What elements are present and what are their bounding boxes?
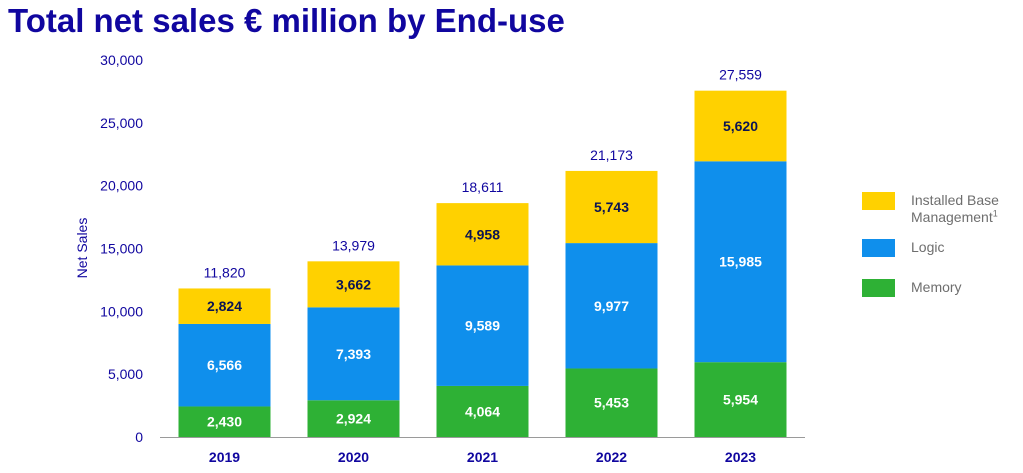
bar-segment-memory [694, 362, 787, 437]
y-tick-label: 30,000 [100, 52, 143, 68]
bar-total-label: 13,979 [332, 237, 375, 253]
y-tick-label: 10,000 [100, 303, 143, 319]
bar-segment-logic [436, 265, 529, 386]
segment-value-label: 9,589 [465, 318, 500, 334]
legend-label-installed-base: Installed Base Management1 [911, 192, 999, 225]
segment-value-label: 5,954 [723, 392, 758, 408]
legend-swatch-installed-base [862, 192, 895, 210]
segment-value-label: 3,662 [336, 276, 371, 292]
y-tick-label: 0 [135, 429, 143, 445]
bar-segment-installed-base-management [436, 203, 529, 266]
bar-segment-installed-base-management [178, 288, 271, 324]
bar-segment-logic [307, 307, 400, 401]
bar-total-label: 21,173 [590, 147, 633, 163]
y-tick-label: 25,000 [100, 115, 143, 131]
bar-segment-logic [178, 323, 271, 407]
bar-total-label: 11,820 [204, 264, 246, 280]
stacked-bar-chart: 0 5,000 10,000 15,000 20,000 25,000 30,000 Net … [74, 52, 805, 465]
bar-total-label: 27,559 [719, 67, 762, 83]
y-tick-label: 15,000 [100, 241, 143, 257]
legend-item-memory: Memory [862, 279, 962, 297]
segment-value-label: 2,824 [207, 298, 242, 314]
segment-value-label: 4,958 [465, 226, 500, 242]
segment-value-label: 5,453 [594, 395, 629, 411]
segment-value-label: 15,985 [719, 254, 762, 270]
chart-title: Total net sales € million by End-use [8, 2, 565, 39]
bar-segment-memory [565, 368, 658, 437]
x-tick-label: 2021 [467, 449, 498, 465]
y-tick-label: 20,000 [100, 178, 143, 194]
bar-segment-memory [307, 400, 400, 437]
bar-segment-installed-base-management [565, 170, 658, 244]
y-axis-title: Net Sales [74, 218, 90, 279]
legend-item-installed-base: Installed Base Management1 [862, 192, 999, 226]
segment-value-label: 7,393 [336, 346, 371, 362]
x-tick-label: 2023 [725, 449, 756, 465]
segment-value-label: 5,743 [594, 199, 629, 215]
bar-segment-memory [436, 385, 529, 437]
bar-segment-memory [178, 406, 271, 437]
x-tick-label: 2022 [596, 449, 627, 465]
segment-value-label: 6,566 [207, 357, 242, 373]
bar-segment-logic [565, 243, 658, 369]
segment-value-label: 9,977 [594, 298, 629, 314]
legend-item-logic: Logic [862, 239, 944, 257]
bar-segment-installed-base-management [307, 261, 400, 308]
segment-value-label: 4,064 [465, 403, 500, 419]
bar-segment-installed-base-management [694, 90, 787, 162]
segment-value-label: 2,430 [207, 414, 242, 430]
x-tick-label: 2019 [209, 449, 240, 465]
y-tick-label: 5,000 [108, 366, 143, 382]
x-tick-label: 2020 [338, 449, 369, 465]
bar-total-label: 18,611 [462, 179, 504, 195]
legend-label-memory: Memory [911, 279, 962, 295]
legend-swatch-memory [862, 279, 895, 297]
legend-label-logic: Logic [911, 239, 945, 255]
bar-segment-logic [694, 161, 787, 363]
legend-swatch-logic [862, 239, 895, 257]
segment-value-label: 5,620 [723, 118, 758, 134]
segment-value-label: 2,924 [336, 411, 371, 427]
